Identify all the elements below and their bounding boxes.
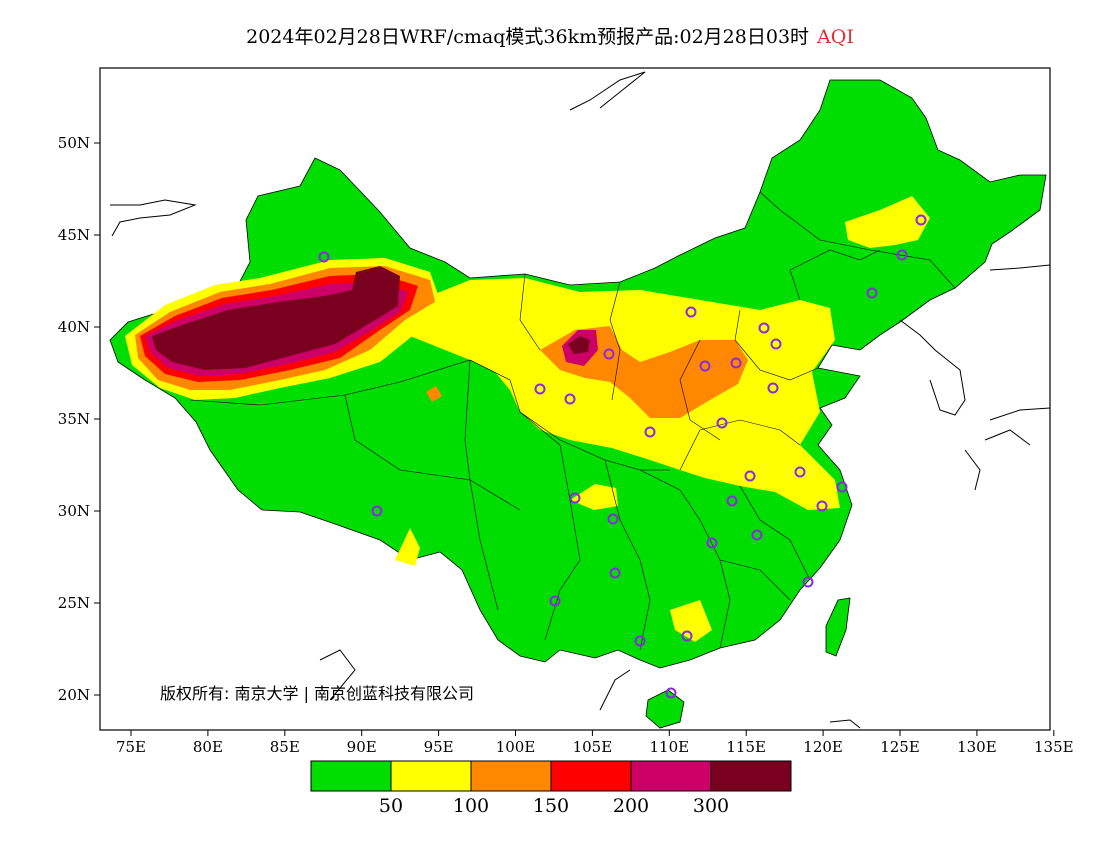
station-marker [836,481,848,493]
station-marker [770,338,782,350]
region-taiwan [825,597,851,657]
region-yellow-sc [570,484,618,510]
station-marker [751,529,763,541]
station-marker [816,500,828,512]
legend-swatch [710,760,792,792]
station-marker [534,383,546,395]
province-borders [189,191,956,651]
x-tick-label: 115E [726,738,766,756]
title-main: 2024年02月28日WRF/cmaq模式36km预报产品:02月28日03时 [246,26,810,48]
legend-swatch [470,760,552,792]
x-tick-label: 125E [880,738,920,756]
x-tick-label: 120E [803,738,843,756]
x-tick-label: 95E [424,738,454,756]
region-yellow-tibet [395,528,420,566]
x-tick-label: 85E [270,738,300,756]
y-tick-label: 25N [58,594,90,612]
y-tick-label: 40N [58,318,90,336]
legend-label: 300 [692,795,730,817]
station-marker [318,251,330,263]
station-marker [644,426,656,438]
copyright-text: 版权所有: 南京大学 | 南京创蓝科技有限公司 [160,684,475,703]
station-marker [758,322,770,334]
x-tick-label: 90E [347,738,377,756]
legend-label: 50 [378,795,404,817]
map-frame [99,67,1051,731]
station-marker [866,287,878,299]
x-tick-label: 75E [116,738,146,756]
region-yellow-ne [845,196,930,248]
legend-swatch [310,760,392,792]
station-marker [681,630,693,642]
y-tick-label: 50N [58,134,90,152]
station-marker [915,214,927,226]
legend-label: 100 [452,795,490,817]
station-marker [549,595,561,607]
y-tick-label: 45N [58,226,90,244]
aqi-legend [310,760,792,792]
axis-tick-labels: 75E 80E 85E 90E 95E 100E 105E 110E 115E 120E 125E 1… [58,134,1074,756]
station-marker [564,393,576,405]
y-tick-label: 35N [58,410,90,428]
station-marker [802,576,814,588]
title-variable: AQI [817,26,854,48]
station-marker [371,505,383,517]
coastlines-outside [110,71,1050,729]
legend-swatch [390,760,472,792]
x-tick-label: 105E [573,738,613,756]
axis-tick-marks [94,142,1055,736]
x-tick-label: 135E [1034,738,1074,756]
station-marker [569,492,581,504]
station-marker [767,382,779,394]
y-tick-label: 20N [58,686,90,704]
x-tick-label: 130E [957,738,997,756]
legend-swatch [630,760,712,792]
station-marker [794,466,806,478]
station-marker [603,348,615,360]
legend-label: 150 [532,795,570,817]
station-marker [665,687,677,699]
station-marker [896,249,908,261]
station-marker [634,635,646,647]
station-marker [607,513,619,525]
region-hazardous-tarim [152,266,400,370]
region-hazardous-ordos [568,336,590,354]
monitoring-stations [318,214,927,699]
region-orange-dot [426,386,442,402]
region-yellow-gx [670,600,712,642]
station-marker [730,357,742,369]
station-marker [699,360,711,372]
map-title: 2024年02月28日WRF/cmaq模式36km预报产品:02月28日03时 A… [0,22,1100,49]
station-marker [609,567,621,579]
x-tick-label: 100E [496,738,536,756]
legend-label: 200 [612,795,650,817]
y-tick-label: 30N [58,502,90,520]
station-marker [716,417,728,429]
x-tick-label: 80E [193,738,223,756]
station-marker [685,306,697,318]
x-tick-label: 110E [650,738,690,756]
station-marker [744,470,756,482]
station-marker [706,537,718,549]
legend-swatch [550,760,632,792]
station-marker [726,495,738,507]
